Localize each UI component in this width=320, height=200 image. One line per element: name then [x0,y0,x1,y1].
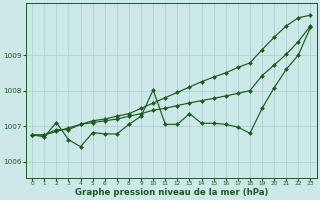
X-axis label: Graphe pression niveau de la mer (hPa): Graphe pression niveau de la mer (hPa) [75,188,268,197]
